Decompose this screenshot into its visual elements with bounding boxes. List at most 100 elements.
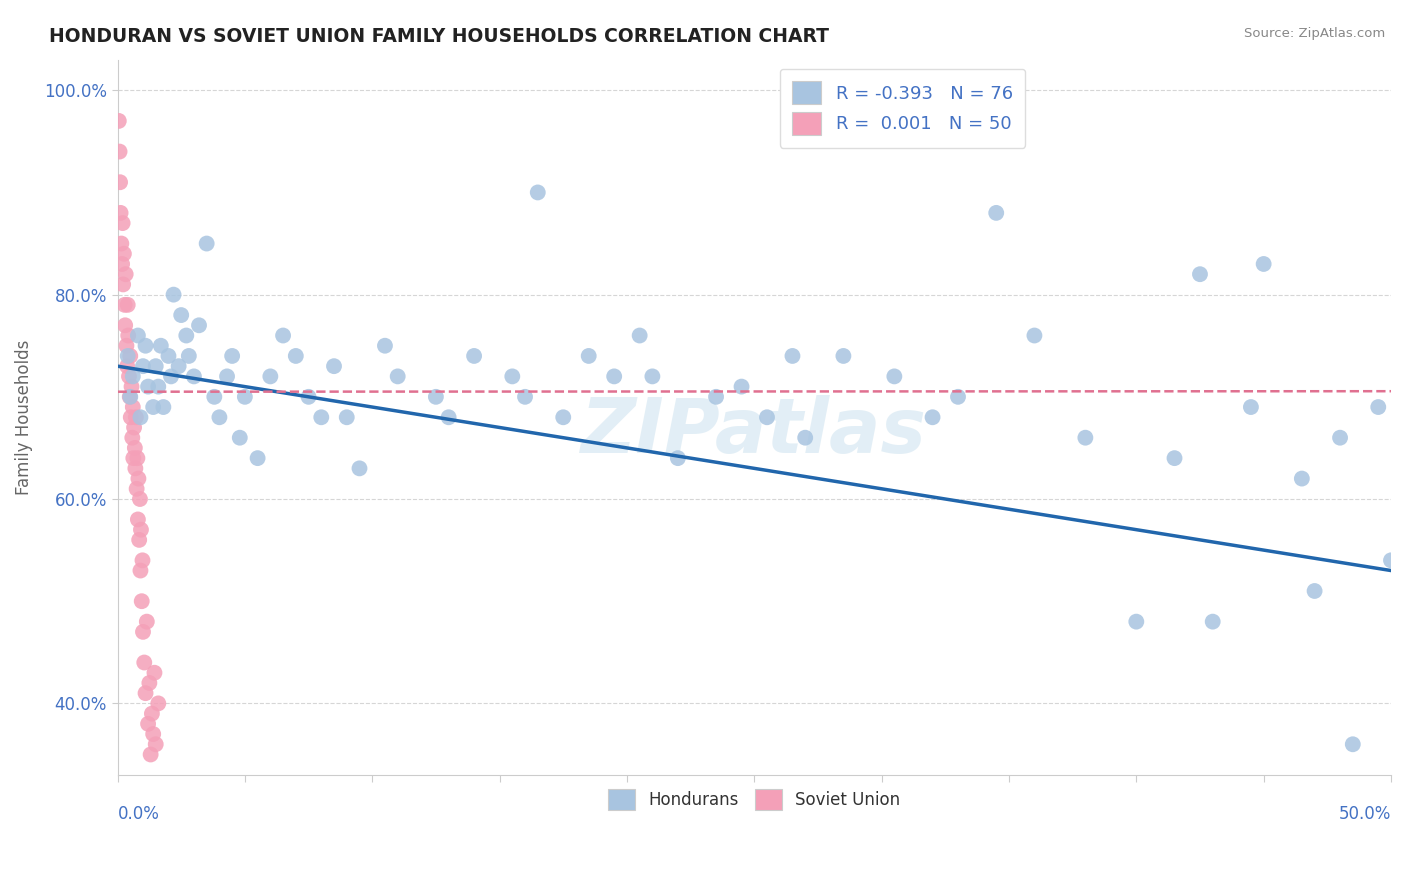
Point (603, 369, 626, 384)
Point (284, 349, 307, 363)
Point (730, 379, 752, 393)
Point (134, 656, 156, 670)
Point (129, 564, 152, 578)
Point (160, 369, 183, 384)
Point (183, 369, 205, 384)
Point (131, 553, 153, 567)
Point (167, 359, 190, 374)
Point (336, 410, 359, 425)
Point (526, 186, 548, 200)
Point (578, 349, 600, 363)
Point (121, 369, 143, 384)
Point (111, 216, 134, 230)
Point (132, 624, 155, 639)
Point (135, 686, 157, 700)
Point (108, 145, 131, 159)
Text: 0.0%: 0.0% (118, 805, 159, 823)
Point (121, 431, 143, 445)
Point (946, 390, 969, 404)
Point (1024, 328, 1046, 343)
Point (628, 328, 651, 343)
Point (162, 287, 184, 301)
Point (110, 236, 132, 251)
Point (1253, 257, 1275, 271)
Point (215, 369, 238, 384)
Point (112, 277, 135, 292)
Point (135, 339, 157, 353)
Point (127, 328, 149, 343)
Point (1329, 431, 1351, 445)
Point (132, 359, 155, 374)
Point (129, 523, 152, 537)
Point (208, 410, 231, 425)
Point (114, 318, 136, 333)
Point (108, 175, 131, 189)
Point (666, 451, 689, 466)
Y-axis label: Family Households: Family Households (15, 340, 32, 495)
Point (127, 512, 149, 526)
Point (131, 594, 153, 608)
Point (1303, 584, 1326, 599)
Text: HONDURAN VS SOVIET UNION FAMILY HOUSEHOLDS CORRELATION CHART: HONDURAN VS SOVIET UNION FAMILY HOUSEHOL… (49, 27, 830, 45)
Point (114, 267, 136, 281)
Point (142, 400, 165, 414)
Point (118, 390, 141, 404)
Point (883, 369, 905, 384)
Point (832, 349, 855, 363)
Point (1074, 431, 1097, 445)
Point (553, 410, 575, 425)
Point (117, 328, 139, 343)
Point (127, 472, 149, 486)
Point (125, 410, 148, 425)
Point (152, 400, 174, 414)
Point (117, 349, 139, 363)
Point (111, 257, 134, 271)
Point (195, 236, 218, 251)
Point (121, 379, 143, 393)
Point (323, 359, 346, 374)
Point (127, 451, 149, 466)
Point (124, 461, 146, 475)
Point (122, 451, 145, 466)
Point (271, 328, 294, 343)
Point (141, 706, 163, 721)
Point (120, 410, 142, 425)
Point (139, 747, 162, 762)
Text: ZIPatlas: ZIPatlas (581, 394, 928, 468)
Point (297, 390, 319, 404)
Point (221, 349, 243, 363)
Point (136, 379, 159, 393)
Point (1367, 400, 1389, 414)
Point (246, 451, 269, 466)
Point (921, 410, 943, 425)
Point (188, 318, 211, 333)
Point (176, 328, 198, 343)
Point (115, 359, 138, 374)
Point (501, 369, 523, 384)
Point (1163, 451, 1185, 466)
Point (138, 676, 160, 690)
Point (387, 369, 409, 384)
Point (1291, 472, 1313, 486)
Point (1240, 400, 1263, 414)
Point (233, 390, 256, 404)
Point (120, 390, 142, 404)
Point (202, 390, 225, 404)
Point (114, 298, 136, 312)
Point (115, 339, 138, 353)
Point (148, 379, 170, 393)
Point (349, 461, 371, 475)
Point (1202, 615, 1225, 629)
Point (794, 431, 817, 445)
Point (143, 665, 166, 680)
Text: Source: ZipAtlas.com: Source: ZipAtlas.com (1244, 27, 1385, 40)
Point (129, 491, 152, 506)
Point (118, 369, 141, 384)
Point (125, 482, 148, 496)
Point (110, 206, 132, 220)
Point (142, 727, 165, 741)
Point (128, 533, 150, 547)
Point (148, 697, 170, 711)
Point (437, 410, 460, 425)
Point (1341, 737, 1364, 751)
